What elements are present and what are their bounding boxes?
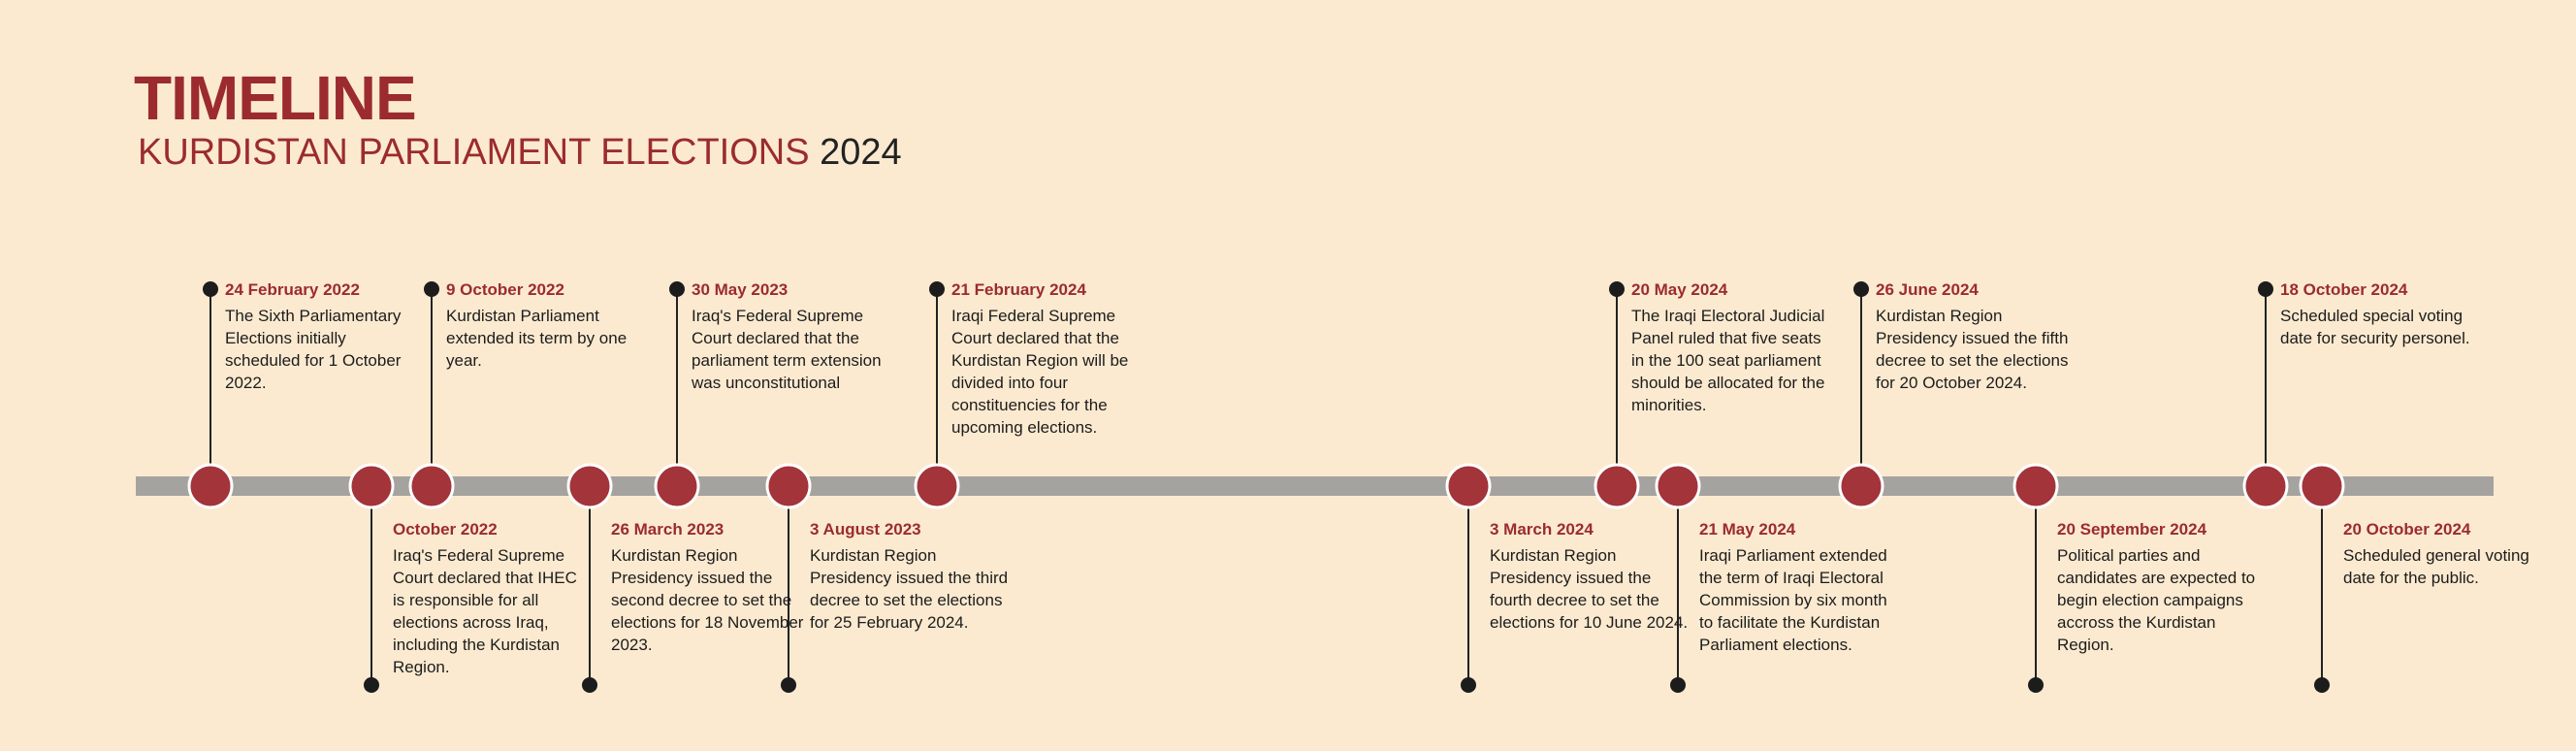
event-text: Scheduled general voting date for the pu… bbox=[2343, 546, 2529, 587]
event-text: Kurdistan Parliament extended its term b… bbox=[446, 307, 628, 370]
end-dot bbox=[1670, 677, 1686, 693]
event-date: 21 February 2024 bbox=[951, 280, 1086, 299]
event-text: Iraqi Parliament extended the term of Ir… bbox=[1699, 546, 1887, 654]
event-node bbox=[2242, 463, 2289, 509]
event-text: Kurdistan Region Presidency issued the t… bbox=[810, 546, 1009, 632]
event: 21 February 2024 Iraqi Federal Supreme Co… bbox=[951, 278, 1150, 439]
event: 20 September 2024 Political parties and c… bbox=[2057, 518, 2256, 656]
event-node bbox=[1445, 463, 1492, 509]
event-node bbox=[1594, 463, 1640, 509]
event: 3 March 2024 Kurdistan Region Presidency … bbox=[1490, 518, 1689, 634]
event-text: Kurdistan Region Presidency issued the f… bbox=[1490, 546, 1689, 632]
event-node bbox=[1655, 463, 1701, 509]
event-node bbox=[348, 463, 395, 509]
end-dot bbox=[1461, 677, 1476, 693]
event: 24 February 2022 The Sixth Parliamentary … bbox=[225, 278, 424, 394]
event-date: 30 May 2023 bbox=[692, 280, 789, 299]
event-node bbox=[2299, 463, 2345, 509]
end-dot bbox=[424, 281, 439, 297]
event: October 2022 Iraq's Federal Supreme Court… bbox=[393, 518, 592, 678]
event: 9 October 2022 Kurdistan Parliament exten… bbox=[446, 278, 645, 372]
event: 20 October 2024 Scheduled general voting … bbox=[2343, 518, 2542, 589]
event-date: 9 October 2022 bbox=[446, 280, 564, 299]
end-dot bbox=[203, 281, 218, 297]
event-date: 24 February 2022 bbox=[225, 280, 360, 299]
event-date: 3 August 2023 bbox=[810, 520, 921, 539]
end-dot bbox=[1609, 281, 1625, 297]
event-text: Iraq's Federal Supreme Court declared th… bbox=[692, 307, 882, 392]
subtitle-year: 2024 bbox=[820, 132, 902, 173]
event-text: The Sixth Parliamentary Elections initia… bbox=[225, 307, 402, 392]
event-date: 20 May 2024 bbox=[1631, 280, 1728, 299]
end-dot bbox=[781, 677, 796, 693]
event-date: 18 October 2024 bbox=[2280, 280, 2408, 299]
event-date: 3 March 2024 bbox=[1490, 520, 1594, 539]
end-dot bbox=[1853, 281, 1869, 297]
subtitle-text: KURDISTAN PARLIAMENT ELECTIONS bbox=[138, 132, 810, 173]
end-dot bbox=[2314, 677, 2330, 693]
event-date: 26 June 2024 bbox=[1876, 280, 1979, 299]
event: 30 May 2023 Iraq's Federal Supreme Court … bbox=[692, 278, 890, 394]
end-dot bbox=[929, 281, 945, 297]
event-date: 20 September 2024 bbox=[2057, 520, 2207, 539]
subtitle: KURDISTAN PARLIAMENT ELECTIONS 2024 bbox=[138, 132, 902, 174]
event-node bbox=[765, 463, 812, 509]
end-dot bbox=[669, 281, 685, 297]
event-node bbox=[2012, 463, 2059, 509]
event-node bbox=[408, 463, 455, 509]
timeline-bar bbox=[136, 476, 2494, 496]
event-text: Iraqi Federal Supreme Court declared tha… bbox=[951, 307, 1129, 437]
event-text: Iraq's Federal Supreme Court declared th… bbox=[393, 546, 577, 676]
event-node bbox=[914, 463, 960, 509]
event: 21 May 2024 Iraqi Parliament extended the… bbox=[1699, 518, 1898, 656]
event-text: The Iraqi Electoral Judicial Panel ruled… bbox=[1631, 307, 1825, 414]
title: TIMELINE bbox=[134, 63, 417, 133]
event: 26 June 2024 Kurdistan Region Presidency … bbox=[1876, 278, 2075, 394]
event-date: 26 March 2023 bbox=[611, 520, 724, 539]
end-dot bbox=[2258, 281, 2273, 297]
event-text: Political parties and candidates are exp… bbox=[2057, 546, 2256, 654]
event: 3 August 2023 Kurdistan Region Presidency… bbox=[810, 518, 1009, 634]
event: 26 March 2023 Kurdistan Region Presidency… bbox=[611, 518, 810, 656]
event: 20 May 2024 The Iraqi Electoral Judicial … bbox=[1631, 278, 1830, 416]
event-date: 21 May 2024 bbox=[1699, 520, 1796, 539]
end-dot bbox=[364, 677, 379, 693]
event-node bbox=[187, 463, 234, 509]
end-dot bbox=[582, 677, 597, 693]
end-dot bbox=[2028, 677, 2044, 693]
event-node bbox=[566, 463, 613, 509]
event-node bbox=[654, 463, 700, 509]
event-date: October 2022 bbox=[393, 520, 498, 539]
event-text: Kurdistan Region Presidency issued the s… bbox=[611, 546, 804, 654]
event-date: 20 October 2024 bbox=[2343, 520, 2471, 539]
event-text: Kurdistan Region Presidency issued the f… bbox=[1876, 307, 2069, 392]
event: 18 October 2024 Scheduled special voting … bbox=[2280, 278, 2479, 349]
event-text: Scheduled special voting date for securi… bbox=[2280, 307, 2470, 347]
event-node bbox=[1838, 463, 1884, 509]
